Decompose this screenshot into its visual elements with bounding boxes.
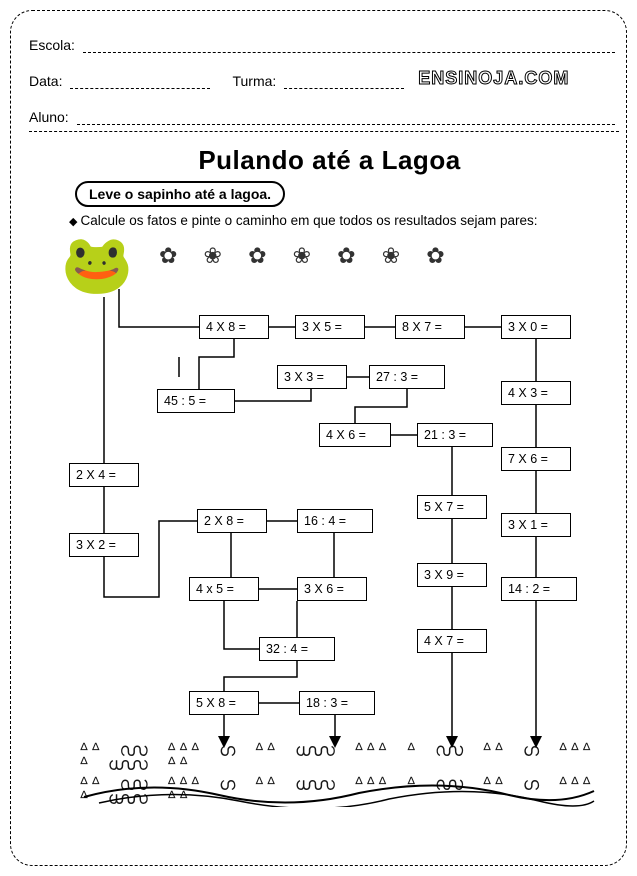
flowers-icon: ✿ ❀ ✿ ❀ ✿ ❀ ✿	[159, 243, 455, 269]
math-cell-c3x2[interactable]: 3 X 2 =	[69, 533, 139, 557]
maze-area: 🐸 ✿ ❀ ✿ ❀ ✿ ❀ ✿	[39, 237, 619, 817]
math-cell-c3x0[interactable]: 3 X 0 =	[501, 315, 571, 339]
math-cell-c4x8[interactable]: 4 X 8 =	[199, 315, 269, 339]
frog-icon: 🐸	[61, 231, 133, 299]
math-cell-c32d4[interactable]: 32 : 4 =	[259, 637, 335, 661]
math-cell-c45d5[interactable]: 45 : 5 =	[157, 389, 235, 413]
math-cell-c3x5[interactable]: 3 X 5 =	[295, 315, 365, 339]
math-cell-c4x6[interactable]: 4 X 6 =	[319, 423, 391, 447]
field-escola[interactable]	[83, 39, 615, 53]
field-aluno[interactable]	[77, 111, 615, 125]
math-cell-c3x9[interactable]: 3 X 9 =	[417, 563, 487, 587]
site-brand: ENSINOJA.COM	[418, 68, 569, 89]
math-cell-c4x5[interactable]: 4 x 5 =	[189, 577, 259, 601]
page-title: Pulando até a Lagoa	[11, 145, 637, 176]
math-cell-c2x8[interactable]: 2 X 8 =	[197, 509, 267, 533]
math-cell-c8x7[interactable]: 8 X 7 =	[395, 315, 465, 339]
math-cell-c3x6[interactable]: 3 X 6 =	[297, 577, 367, 601]
math-cell-c5x7[interactable]: 5 X 7 =	[417, 495, 487, 519]
field-data[interactable]	[70, 75, 210, 89]
instruction-pill: Leve o sapinho até a lagoa.	[75, 181, 285, 207]
field-turma[interactable]	[284, 75, 404, 89]
math-cell-c18d3[interactable]: 18 : 3 =	[299, 691, 375, 715]
math-cell-c3x3[interactable]: 3 X 3 =	[277, 365, 347, 389]
math-cell-c5x8[interactable]: 5 X 8 =	[189, 691, 259, 715]
header-block: Escola: Data: Turma: ENSINOJA.COM Aluno:	[29, 31, 619, 139]
line-aluno: Aluno:	[29, 103, 619, 125]
math-cell-c21d3[interactable]: 21 : 3 =	[417, 423, 493, 447]
worksheet-frame: Escola: Data: Turma: ENSINOJA.COM Aluno:…	[10, 10, 627, 866]
math-cell-c27d3[interactable]: 27 : 3 =	[369, 365, 445, 389]
math-cell-c4x7[interactable]: 4 X 7 =	[417, 629, 487, 653]
label-escola: Escola:	[29, 37, 75, 53]
math-cell-c14d2[interactable]: 14 : 2 =	[501, 577, 577, 601]
label-turma: Turma:	[232, 73, 276, 89]
label-data: Data:	[29, 73, 62, 89]
math-cell-c7x6[interactable]: 7 X 6 =	[501, 447, 571, 471]
math-cell-c3x1[interactable]: 3 X 1 =	[501, 513, 571, 537]
instruction-text: Calcule os fatos e pinte o caminho em qu…	[69, 213, 538, 228]
math-cell-c2x4[interactable]: 2 X 4 =	[69, 463, 139, 487]
line-data-turma: Data: Turma: ENSINOJA.COM	[29, 67, 619, 89]
math-cell-c16d4[interactable]: 16 : 4 =	[297, 509, 373, 533]
math-cell-c4x3[interactable]: 4 X 3 =	[501, 381, 571, 405]
header-divider	[29, 131, 619, 132]
line-escola: Escola:	[29, 31, 619, 53]
label-aluno: Aluno:	[29, 109, 69, 125]
